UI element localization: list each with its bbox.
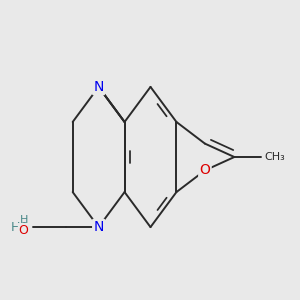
Text: H: H [20, 215, 28, 225]
Text: O: O [18, 224, 28, 237]
Text: CH₃: CH₃ [264, 152, 285, 162]
Text: N: N [93, 80, 104, 94]
Text: N: N [93, 220, 104, 234]
Text: O: O [200, 164, 210, 177]
Text: HO: HO [11, 220, 30, 234]
